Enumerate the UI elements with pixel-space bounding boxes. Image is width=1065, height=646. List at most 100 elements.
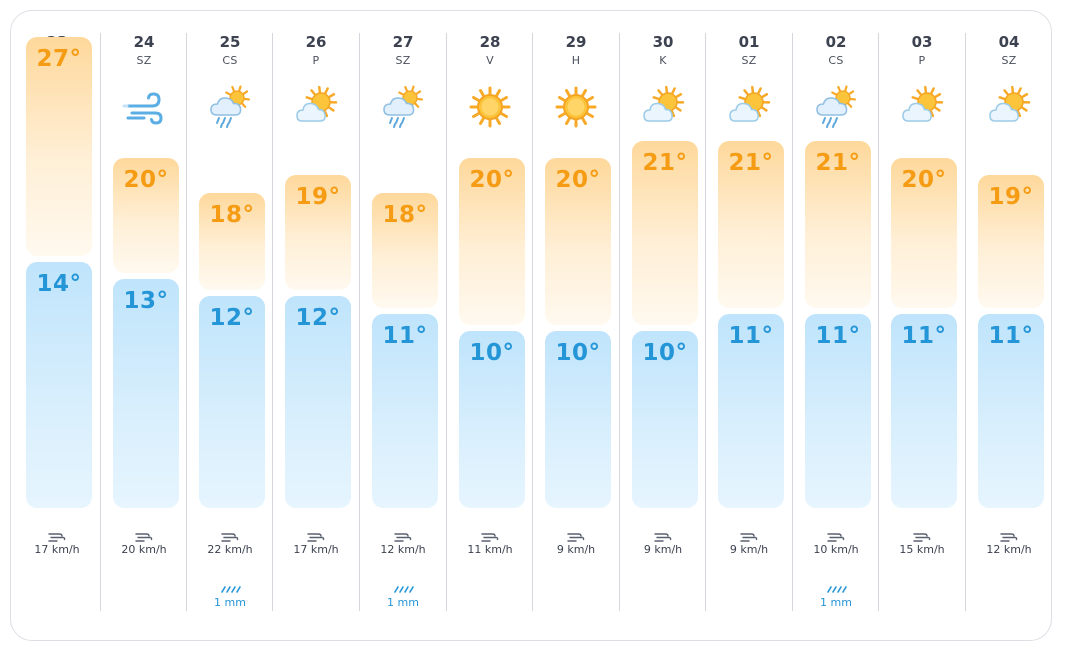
day-of-week: H xyxy=(571,54,581,67)
high-temp: 21° xyxy=(642,149,688,176)
low-temp-bar: 13° xyxy=(113,279,179,508)
low-temp: 11° xyxy=(382,322,428,349)
low-temp: 11° xyxy=(901,322,947,349)
low-temp: 10° xyxy=(555,340,601,366)
low-temp-bar: 11° xyxy=(891,313,957,508)
wind-speed: 12 km/h xyxy=(986,543,1032,556)
day-date: 29 xyxy=(565,33,587,51)
day-column[interactable]: 03 P 20° 11° 15 km/h xyxy=(878,33,965,611)
day-column[interactable]: 24 SZ 20° 13° 20 km/h xyxy=(100,33,187,611)
low-temp: 11° xyxy=(988,322,1034,349)
low-temp: 12° xyxy=(209,305,255,332)
day-date: 02 xyxy=(825,33,847,51)
partly-cloudy-icon xyxy=(641,85,685,129)
wind-icon xyxy=(740,528,758,542)
partly-cloudy-icon xyxy=(294,85,338,129)
rain-cloud-icon xyxy=(814,85,858,129)
low-temp-bar: 10° xyxy=(545,331,611,508)
partly-cloudy-icon xyxy=(987,85,1031,129)
wind-speed: 9 km/h xyxy=(556,543,596,556)
wind-icon xyxy=(48,528,66,542)
day-date: 30 xyxy=(652,33,674,51)
high-temp-bar: 18° xyxy=(199,192,265,291)
sun-icon xyxy=(554,85,598,129)
rain-cloud-icon xyxy=(208,85,252,129)
day-column[interactable]: 25 CS 18° 12° 22 km/h 1 mm xyxy=(186,33,273,611)
wind-speed: 12 km/h xyxy=(380,543,426,556)
wind-speed: 10 km/h xyxy=(813,543,859,556)
wind-speed: 15 km/h xyxy=(899,543,945,556)
low-temp-bar: 11° xyxy=(805,313,871,508)
high-temp: 18° xyxy=(382,201,428,228)
high-temp: 20° xyxy=(901,167,947,193)
wind-icon xyxy=(481,528,499,542)
low-temp-bar: 14° xyxy=(26,261,92,508)
low-temp-bar: 10° xyxy=(632,331,698,508)
high-temp-bar: 19° xyxy=(978,175,1044,308)
high-temp-bar: 21° xyxy=(632,140,698,325)
high-temp-bar: 21° xyxy=(718,140,784,308)
wind-speed: 17 km/h xyxy=(293,543,339,556)
day-column[interactable]: 27 SZ 18° 11° 12 km/h 1 mm xyxy=(359,33,446,611)
day-column[interactable]: 04 SZ 19° 11° 12 km/h xyxy=(965,33,1052,611)
partly-cloudy-icon xyxy=(727,85,771,129)
day-column[interactable]: 28 V 20° 10° 11 km/h xyxy=(446,33,533,611)
high-temp-bar: 20° xyxy=(545,158,611,325)
day-column[interactable]: 01 SZ 21° 11° 9 km/h xyxy=(705,33,792,611)
wind-icon xyxy=(913,528,931,542)
high-temp: 27° xyxy=(36,45,82,72)
day-of-week: SZ xyxy=(136,54,152,67)
high-temp-bar: 20° xyxy=(891,158,957,308)
low-temp-bar: 12° xyxy=(199,296,265,508)
wind-icon xyxy=(394,528,412,542)
high-temp: 21° xyxy=(815,149,861,176)
wind-speed: 20 km/h xyxy=(121,543,167,556)
low-temp: 12° xyxy=(295,305,341,332)
low-temp: 13° xyxy=(123,288,169,315)
day-column[interactable]: 30 K 21° 10° 9 km/h xyxy=(619,33,706,611)
day-of-week: V xyxy=(486,54,494,67)
wind-icon xyxy=(567,528,585,542)
rain-cloud-icon xyxy=(381,85,425,129)
day-column[interactable]: 23 K 27° 14° 17 km/h xyxy=(14,33,100,611)
high-temp: 21° xyxy=(728,149,774,176)
precipitation: 1 mm xyxy=(387,596,419,609)
low-temp: 14° xyxy=(36,270,82,297)
rain-icon xyxy=(394,579,414,593)
sun-icon xyxy=(468,85,512,129)
high-temp: 20° xyxy=(555,167,601,193)
day-column[interactable]: 02 CS 21° 11° 10 km/h 1 mm xyxy=(792,33,879,611)
wind-speed: 9 km/h xyxy=(643,543,683,556)
rain-icon xyxy=(827,579,847,593)
high-temp-bar: 19° xyxy=(285,175,351,291)
low-temp-bar: 11° xyxy=(978,313,1044,508)
day-date: 04 xyxy=(998,33,1020,51)
day-date: 27 xyxy=(392,33,414,51)
precipitation: 1 mm xyxy=(820,596,852,609)
wind-speed: 9 km/h xyxy=(729,543,769,556)
low-temp: 10° xyxy=(642,340,688,366)
high-temp: 18° xyxy=(209,201,255,228)
low-temp-bar: 10° xyxy=(459,331,525,508)
rain-icon xyxy=(221,579,241,593)
day-of-week: SZ xyxy=(741,54,757,67)
wind-icon xyxy=(1000,528,1018,542)
day-date: 03 xyxy=(911,33,933,51)
day-column[interactable]: 29 H 20° 10° 9 km/h xyxy=(532,33,619,611)
day-of-week: CS xyxy=(222,54,238,67)
day-column[interactable]: 26 P 19° 12° 17 km/h xyxy=(272,33,359,611)
day-of-week: SZ xyxy=(395,54,411,67)
high-temp-bar: 27° xyxy=(26,36,92,256)
wind-icon xyxy=(307,528,325,542)
low-temp: 11° xyxy=(815,322,861,349)
high-temp-bar: 20° xyxy=(459,158,525,325)
day-of-week: P xyxy=(312,54,320,67)
wind-icon xyxy=(122,85,166,129)
day-of-week: K xyxy=(659,54,667,67)
partly-cloudy-icon xyxy=(900,85,944,129)
precipitation: 1 mm xyxy=(214,596,246,609)
wind-icon xyxy=(221,528,239,542)
low-temp-bar: 11° xyxy=(372,313,438,508)
high-temp: 20° xyxy=(469,167,515,193)
low-temp-bar: 11° xyxy=(718,313,784,508)
